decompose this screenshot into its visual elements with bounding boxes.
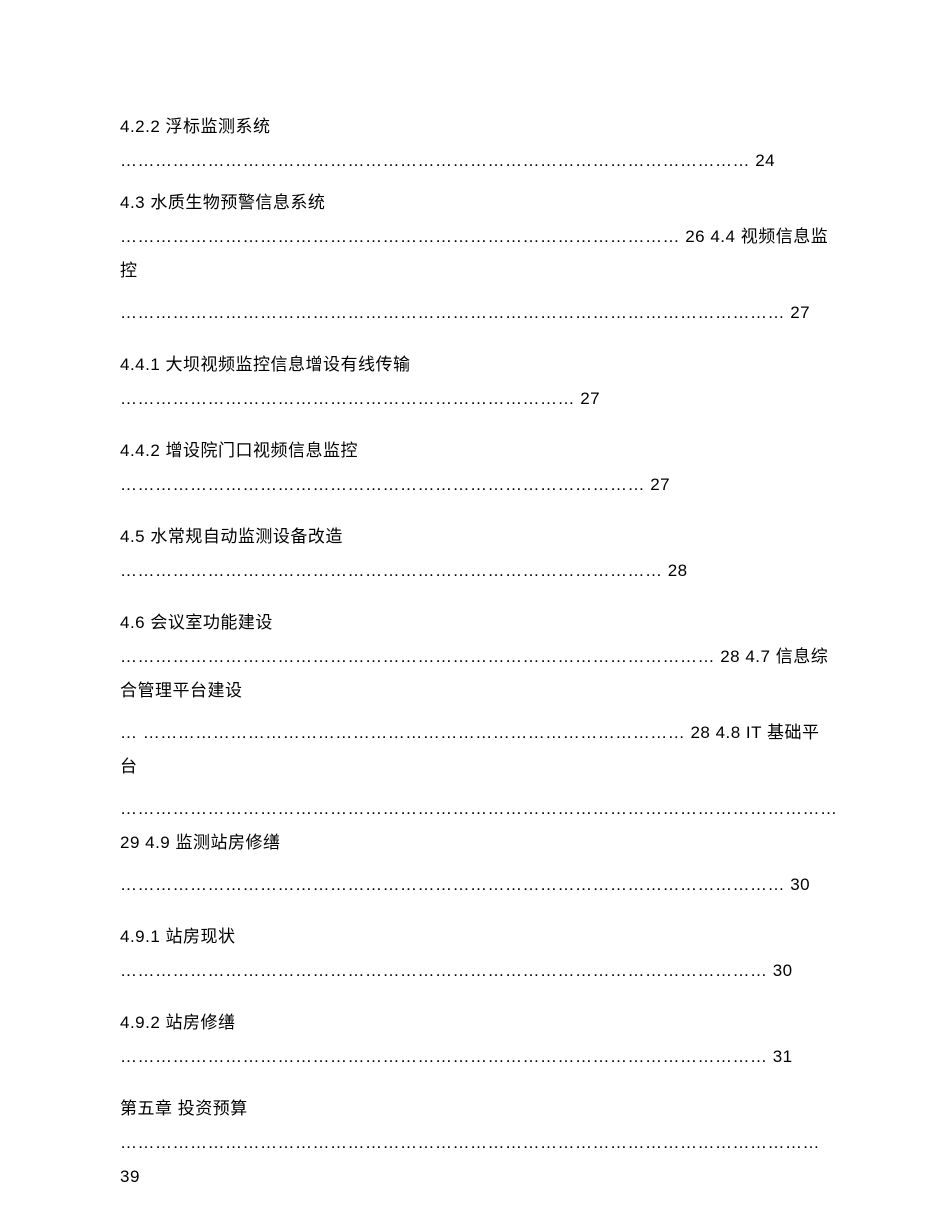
toc-entry: 4.3 水质生物预警信息系统 …………………………………………………………………… <box>120 186 830 288</box>
toc-entry: 4.5 水常规自动监测设备改造 ………………………………………………………………… <box>120 520 830 588</box>
toc-entry: 4.9.1 站房现状 ……………………………………………………………………………… <box>120 920 830 988</box>
toc-title: 4.3 水质生物预警信息系统 <box>120 186 830 220</box>
toc-entry: 4.6 会议室功能建设 …………………………………………………………………………… <box>120 606 830 708</box>
toc-dots: …………………………………………………………………………………………………… 2… <box>120 296 830 330</box>
toc-title: 4.4.2 增设院门口视频信息监控 <box>120 434 830 468</box>
toc-dots: ………………………………………………………………………………………………… 30 <box>120 954 830 988</box>
toc-dots: …………………………………………………………………………………………………………… <box>120 1126 830 1194</box>
toc-entry: 4.2.2 浮标监测系统 ………………………………………………………………………… <box>120 110 830 178</box>
toc-dots: …………………………………………………………………………………………………… 3… <box>120 868 830 902</box>
toc-entry: … ………………………………………………………………………………… 28 4.8… <box>120 716 830 784</box>
toc-entry: 4.4.2 增设院门口视频信息监控 …………………………………………………………… <box>120 434 830 502</box>
toc-dots: ………………………………………………………………………………………… 28 4.… <box>120 640 830 708</box>
toc-dots: …………………………………………………………………………………… 26 4.4 … <box>120 220 830 288</box>
toc-title: 4.2.2 浮标监测系统 <box>120 110 830 144</box>
toc-dots: ……………………………………………………………………………………………… 24 <box>120 144 830 178</box>
toc-title: 4.6 会议室功能建设 <box>120 606 830 640</box>
toc-entry: 第五章 投资预算 …………………………………………………………………………………… <box>120 1092 830 1194</box>
toc-entry: …………………………………………………………………………………………………… 2… <box>120 296 830 330</box>
toc-dots: …………………………………………………………………………………………………………… <box>120 792 830 860</box>
toc-entry: …………………………………………………………………………………………………… 3… <box>120 868 830 902</box>
toc-dots: ……………………………………………………………………………… 27 <box>120 468 830 502</box>
toc-dots: …………………………………………………………………… 27 <box>120 382 830 416</box>
toc-container: 4.2.2 浮标监测系统 ………………………………………………………………………… <box>120 110 830 1194</box>
toc-title: 4.9.2 站房修缮 <box>120 1006 830 1040</box>
toc-entry: …………………………………………………………………………………………………………… <box>120 792 830 860</box>
toc-entry: 4.9.2 站房修缮 ……………………………………………………………………………… <box>120 1006 830 1074</box>
toc-dots: ………………………………………………………………………………………………… 31 <box>120 1040 830 1074</box>
toc-title: 4.4.1 大坝视频监控信息增设有线传输 <box>120 348 830 382</box>
toc-dots: ………………………………………………………………………………… 28 <box>120 554 830 588</box>
toc-dots: … ………………………………………………………………………………… 28 4.8… <box>120 716 830 784</box>
toc-title: 4.9.1 站房现状 <box>120 920 830 954</box>
toc-title: 第五章 投资预算 <box>120 1092 830 1126</box>
toc-title: 4.5 水常规自动监测设备改造 <box>120 520 830 554</box>
toc-entry: 4.4.1 大坝视频监控信息增设有线传输 …………………………………………………… <box>120 348 830 416</box>
